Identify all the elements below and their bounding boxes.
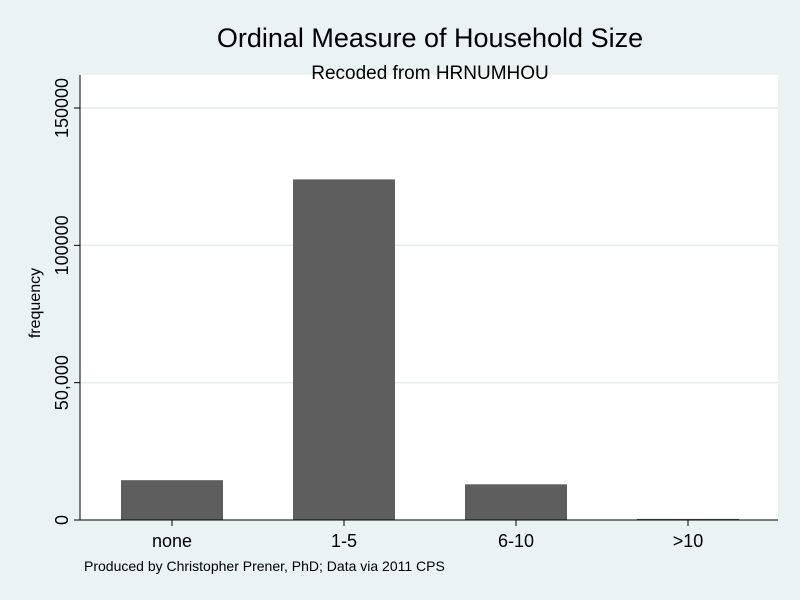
chart-note: Produced by Christopher Prener, PhD; Dat…	[84, 558, 445, 574]
gridlines	[80, 107, 778, 384]
y-tick-label: 150000	[52, 78, 72, 138]
y-tick-label: 0	[52, 515, 72, 525]
chart-title: Ordinal Measure of Household Size	[217, 23, 643, 53]
x-tick-label: 6-10	[498, 531, 534, 551]
x-tick-label: >10	[673, 531, 704, 551]
x-tick-label: 1-5	[331, 531, 357, 551]
chart-subtitle: Recoded from HRNUMHOU	[311, 63, 549, 84]
bar-2	[465, 484, 567, 520]
bar-1	[293, 179, 395, 520]
x-tick-label: none	[152, 531, 192, 551]
bars	[121, 179, 739, 520]
y-tick-label: 50,000	[52, 355, 72, 410]
y-axis-title: frequency	[27, 268, 44, 338]
tick-labels: 0 50,000 100000 150000 none 1-5 6-10 >10	[52, 78, 703, 551]
y-tick-label: 100000	[52, 215, 72, 275]
plot-area	[80, 75, 778, 520]
axes	[74, 75, 778, 526]
bar-3	[637, 518, 739, 520]
bar-0	[121, 480, 223, 520]
